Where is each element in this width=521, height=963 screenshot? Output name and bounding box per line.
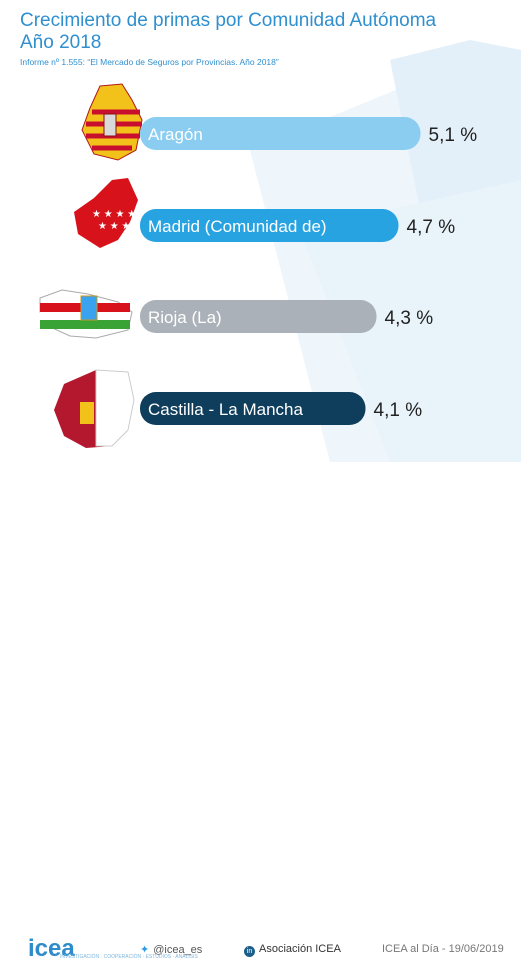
value-label-0: 5,1 % — [429, 125, 478, 146]
value-label-2: 4,3 % — [385, 308, 434, 329]
chart-title-line1: Crecimiento de primas por Comunidad Autó… — [20, 10, 437, 31]
svg-text:★ ★ ★ ★: ★ ★ ★ ★ — [92, 209, 136, 220]
madrid-flag-icon: ★ ★ ★ ★ ★ ★ ★ — [74, 178, 138, 248]
category-label-2: Rioja (La) — [148, 308, 222, 327]
svg-text:★ ★ ★: ★ ★ ★ — [98, 221, 130, 232]
chart-subtitle: Informe nº 1.555: “El Mercado de Seguros… — [20, 57, 279, 67]
twitter-icon: ✦ — [140, 944, 150, 956]
twitter-handle: @icea_es — [153, 944, 203, 956]
linkedin-name: Asociación ICEA — [259, 943, 341, 955]
value-label-3: 4,1 % — [374, 400, 423, 421]
source-date: ICEA al Día - 19/06/2019 — [382, 943, 504, 955]
bar-1 — [140, 209, 399, 242]
castilla-la-mancha-flag-icon — [54, 369, 135, 448]
aragon-flag-icon — [81, 83, 143, 161]
twitter-link[interactable]: ✦ @icea_es — [140, 943, 202, 956]
value-label-1: 4,7 % — [407, 217, 456, 238]
chart-title-line2: Año 2018 — [20, 32, 102, 53]
rioja-flag-icon — [39, 289, 133, 339]
linkedin-link[interactable]: in Asociación ICEA — [244, 943, 341, 957]
category-label-3: Castilla - La Mancha — [148, 400, 304, 419]
footer: icea INVESTIGACIÓN · COOPERACIÓN · ESTUD… — [0, 462, 521, 962]
category-label-1: Madrid (Comunidad de) — [148, 217, 327, 236]
chart-title: Crecimiento de primas por Comunidad Autó… — [20, 10, 436, 54]
category-label-0: Aragón — [148, 125, 203, 144]
linkedin-icon: in — [244, 946, 255, 957]
bar-0 — [140, 117, 421, 150]
background-shapes — [250, 40, 521, 462]
bar-chart: ★ ★ ★ ★ ★ ★ ★ Aragón 5,1 % Madrid (Comunid… — [39, 83, 478, 448]
bar-3 — [140, 392, 366, 425]
bar-2 — [140, 300, 377, 333]
